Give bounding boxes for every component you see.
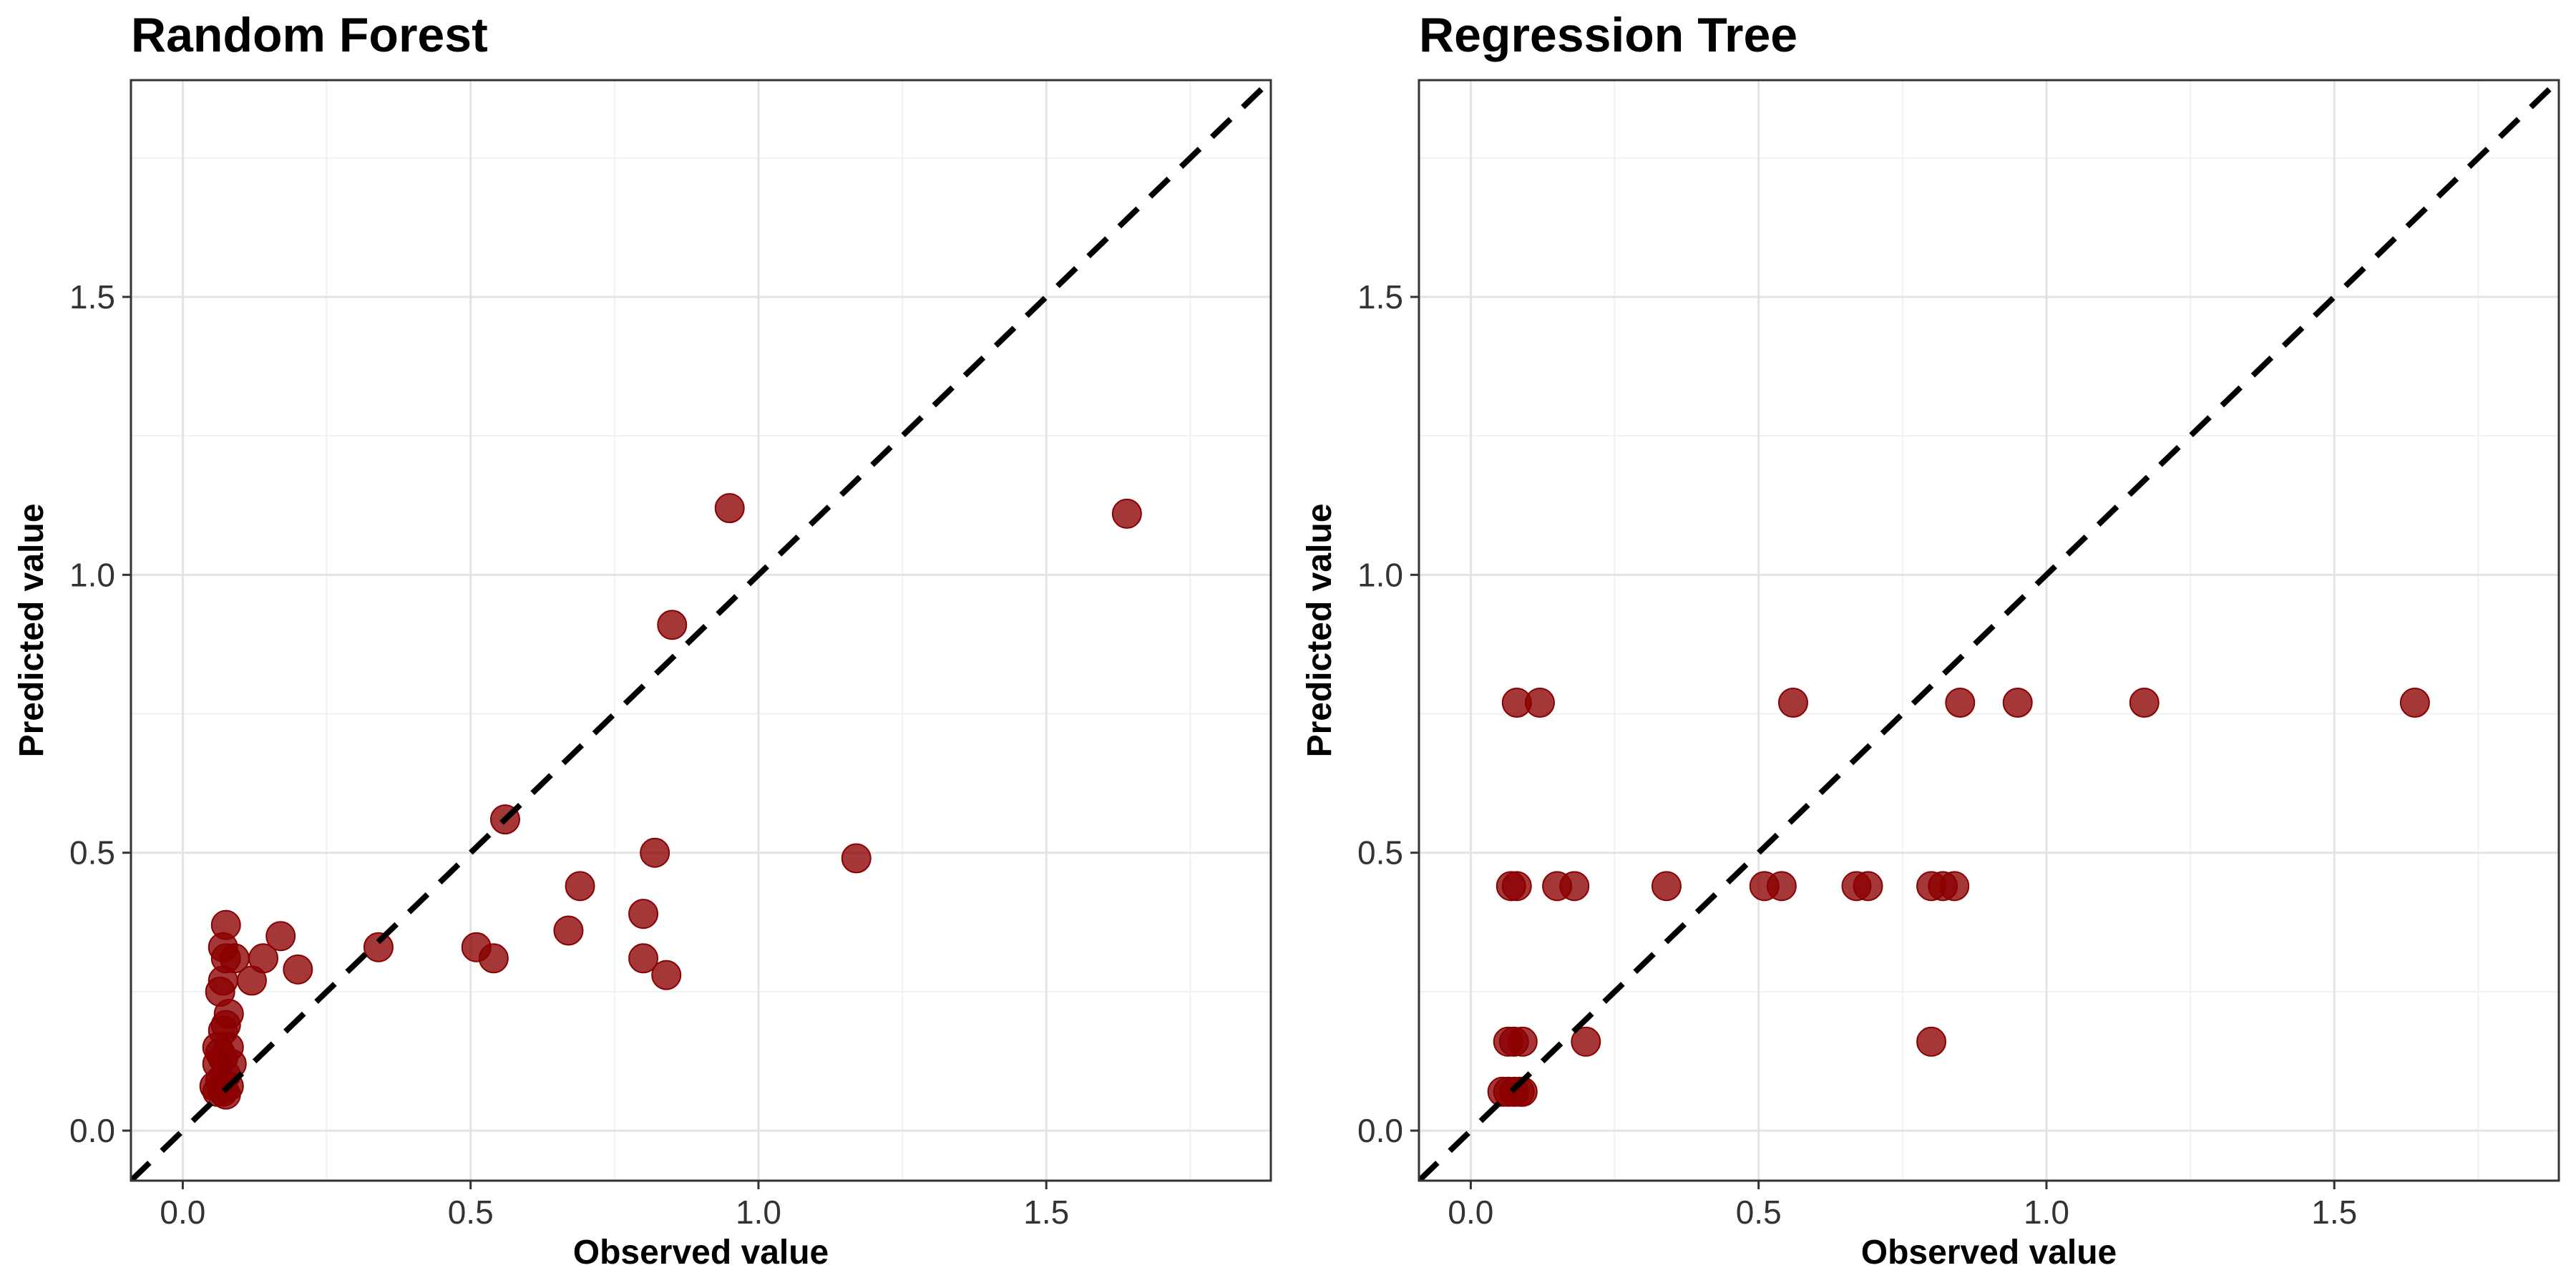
panel-border — [130, 79, 1272, 1182]
data-point — [283, 954, 313, 985]
x-tick-label: 0.0 — [160, 1194, 205, 1231]
panel-random-forest: 0.0 0.5 1.0 1.5 0.0 0.5 1.0 1.5 Random Forest Obs… — [13, 8, 1272, 1272]
x-tick-label: 0.0 — [1448, 1194, 1493, 1231]
data-point — [478, 943, 509, 974]
data-point — [2002, 687, 2033, 718]
data-point — [1916, 1026, 1947, 1057]
y-tick-label: 1.5 — [69, 278, 115, 316]
y-tick-label: 0.5 — [1357, 834, 1403, 872]
y-tick-label: 0.0 — [69, 1112, 115, 1149]
data-point — [1524, 687, 1555, 718]
x-axis-title: Observed value — [573, 1234, 829, 1272]
x-axis-title: Observed value — [1861, 1234, 2117, 1272]
data-point — [1777, 687, 1808, 718]
x-tick-label: 1.5 — [1023, 1194, 1069, 1231]
data-point — [1501, 871, 1532, 902]
data-point — [2399, 687, 2430, 718]
data-point — [1766, 871, 1797, 902]
data-point — [651, 960, 682, 990]
y-axis-title: Predicted value — [13, 504, 51, 758]
data-point — [628, 899, 659, 930]
data-point — [1945, 687, 1976, 718]
y-tick-label: 0.5 — [69, 834, 115, 872]
data-point — [1507, 1026, 1538, 1057]
y-tick-label: 0.0 — [1357, 1112, 1403, 1149]
data-point — [714, 493, 745, 524]
x-tick-label: 1.0 — [736, 1194, 781, 1231]
data-point — [1939, 871, 1970, 902]
data-point — [841, 843, 872, 874]
data-point — [628, 943, 659, 974]
data-point — [1853, 871, 1883, 902]
panel-regression-tree: 0.0 0.5 1.0 1.5 0.0 0.5 1.0 1.5 Regression Tree O… — [1301, 8, 2560, 1272]
data-point — [1651, 871, 1682, 902]
y-axis-title: Predicted value — [1301, 504, 1339, 758]
data-point — [1571, 1026, 1601, 1057]
data-point — [1559, 871, 1590, 902]
data-point — [1111, 498, 1142, 529]
data-point — [265, 921, 296, 952]
data-point — [210, 1079, 241, 1110]
data-point — [657, 610, 688, 640]
panel-border — [1418, 79, 2560, 1182]
data-point — [363, 932, 394, 962]
y-tick-label: 1.0 — [69, 556, 115, 593]
x-tick-label: 1.5 — [2311, 1194, 2357, 1231]
data-point — [2129, 687, 2160, 718]
data-point — [553, 915, 584, 946]
x-tick-label: 0.5 — [1736, 1194, 1782, 1231]
y-tick-label: 1.0 — [1357, 556, 1403, 593]
plot-contents — [131, 80, 1271, 1181]
panel-title: Regression Tree — [1419, 8, 1797, 62]
identity-reference-line — [131, 80, 1271, 1181]
y-tick-label: 1.5 — [1357, 278, 1403, 316]
data-point — [565, 871, 595, 902]
panel-title: Random Forest — [131, 8, 488, 62]
identity-reference-line — [1419, 80, 2559, 1181]
x-tick-label: 1.0 — [2024, 1194, 2069, 1231]
data-point — [248, 943, 279, 974]
data-point — [640, 837, 670, 868]
x-tick-label: 0.5 — [448, 1194, 494, 1231]
plot-contents — [1419, 80, 2559, 1181]
